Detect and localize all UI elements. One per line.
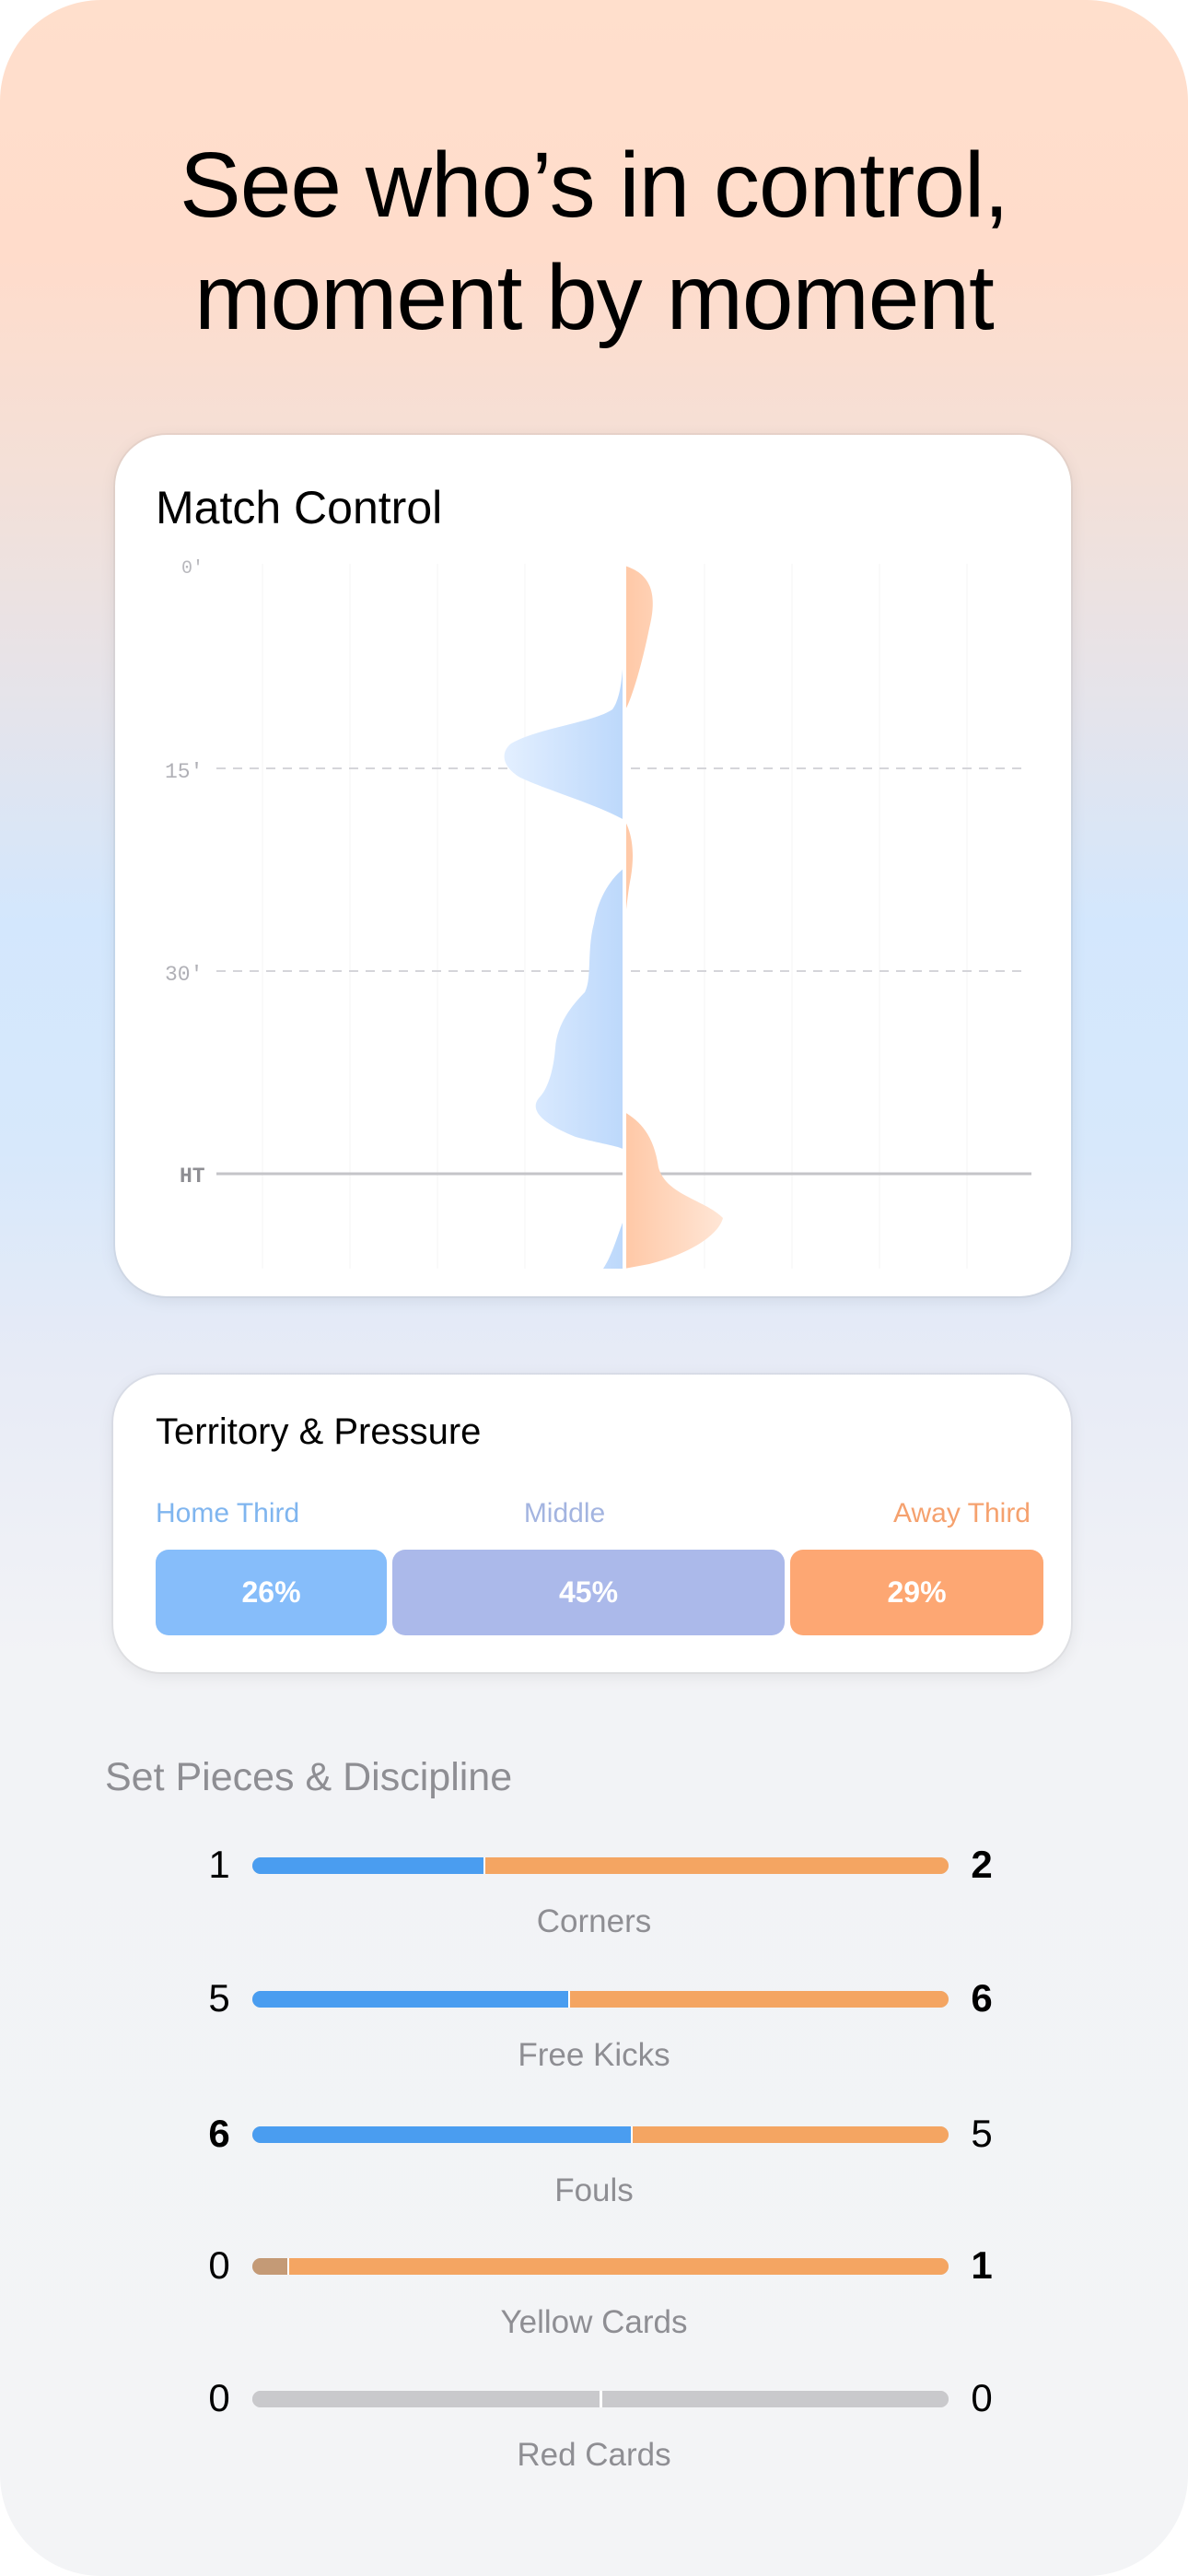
set-pieces-title: Set Pieces & Discipline [105, 1755, 513, 1799]
home-control-area [504, 566, 624, 1269]
match-control-card: Match Control [115, 435, 1071, 1296]
stat-label: Red Cards [517, 2437, 671, 2473]
match-control-chart: 0' 15' 30' HT [165, 558, 1031, 1269]
stat-label: Fouls [554, 2172, 634, 2208]
stat-bar-home [252, 2126, 634, 2143]
headline-line-2: moment by moment [194, 246, 995, 349]
stat-home-value: 1 [208, 1843, 230, 1886]
stat-bar-home [252, 1857, 486, 1874]
stat-bar [252, 1857, 949, 1874]
stat-row-corners: 1 2 Corners [0, 1839, 1188, 1968]
stat-bar-home [252, 1991, 570, 2008]
stat-label: Yellow Cards [500, 2304, 688, 2340]
stat-bar-away [288, 2258, 949, 2275]
zone-label-middle: Middle [523, 1498, 606, 1528]
stat-label: Free Kicks [518, 2037, 670, 2073]
zone-value-middle: 45% [558, 1575, 619, 1609]
zone-value-home-third: 26% [241, 1575, 301, 1609]
time-label-30: 30' [165, 963, 203, 987]
stat-away-value: 0 [971, 2376, 993, 2419]
time-label-ht: HT [180, 1165, 205, 1188]
territory-card: Territory & Pressure Home Third Middle A… [113, 1375, 1071, 1672]
away-control-area [624, 566, 723, 1269]
stat-away-value: 1 [971, 2243, 993, 2287]
headline-line-1: See who’s in control, [180, 134, 1009, 237]
zone-bar-middle: 45% [392, 1550, 785, 1635]
stat-bar-away [485, 1857, 949, 1874]
stat-bar-away [569, 1991, 949, 2008]
stat-away-value: 5 [971, 2112, 993, 2155]
match-control-title: Match Control [156, 482, 443, 533]
stat-away-value: 6 [971, 1976, 993, 2020]
zone-bar-home-third: 26% [156, 1550, 387, 1635]
stat-bar-away [601, 2391, 949, 2407]
stat-bar-home [252, 2391, 602, 2407]
zone-bar-away-third: 29% [790, 1550, 1043, 1635]
zone-label-home-third: Home Third [156, 1498, 300, 1528]
headline: See who’s in control, moment by moment [0, 129, 1188, 354]
stat-away-value: 2 [971, 1843, 993, 1886]
stat-row-fouls: 6 5 Fouls [0, 2108, 1188, 2237]
zone-label-away-third: Away Third [893, 1498, 1031, 1528]
stat-bar [252, 2391, 949, 2407]
stat-home-value: 0 [208, 2376, 230, 2419]
stat-bar [252, 2258, 949, 2275]
stat-bar [252, 2126, 949, 2143]
stat-home-value: 5 [208, 1976, 230, 2020]
stat-label: Corners [536, 1903, 652, 1939]
stat-row-yellow-cards: 0 1 Yellow Cards [0, 2240, 1188, 2369]
stat-home-value: 6 [208, 2112, 230, 2155]
stat-bar-away [633, 2126, 949, 2143]
territory-title: Territory & Pressure [156, 1411, 482, 1452]
stat-bar-home [252, 2258, 289, 2275]
stat-row-red-cards: 0 0 Red Cards [0, 2372, 1188, 2501]
stat-home-value: 0 [208, 2243, 230, 2287]
time-label-15: 15' [165, 760, 203, 784]
zone-value-away-third: 29% [887, 1575, 947, 1609]
stat-row-free-kicks: 5 6 Free Kicks [0, 1973, 1188, 2102]
stat-bar [252, 1991, 949, 2008]
time-label-0: 0' [181, 558, 204, 580]
